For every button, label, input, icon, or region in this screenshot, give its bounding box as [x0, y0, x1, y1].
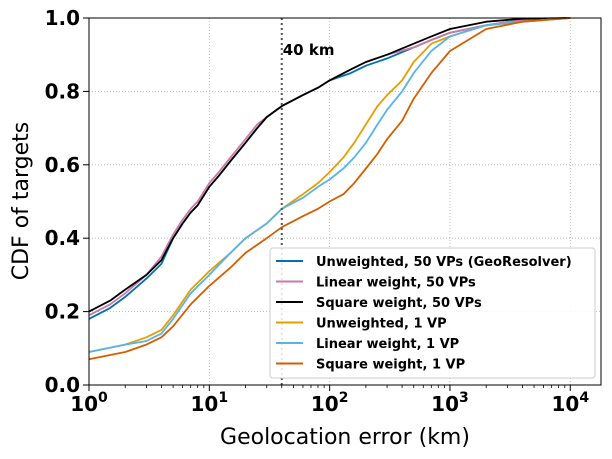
x-axis-label: Geolocation error (km) — [220, 425, 470, 450]
legend-entry-label: Unweighted, 50 VPs (GeoResolver) — [316, 255, 572, 270]
y-tick-label: 1.0 — [45, 6, 80, 30]
series-line-3 — [88, 17, 571, 313]
legend-entry-label: Unweighted, 1 VP — [316, 317, 447, 332]
y-axis-ticks: 0.0 0.2 0.4 0.6 0.8 1.0 — [45, 6, 89, 397]
x-axis-ticks: 100 101 102 103 104 — [70, 385, 589, 416]
series-lines — [88, 17, 571, 361]
legend-entry-label: Square weight, 1 VP — [316, 358, 465, 373]
x-tick-label: 101 — [191, 390, 229, 416]
x-tick-label: 104 — [551, 390, 589, 416]
legend-entry-label: Linear weight, 50 VPs — [316, 276, 476, 291]
y-tick-label: 0.4 — [45, 226, 80, 250]
x-tick-label: 102 — [311, 390, 349, 416]
legend-entry-label: Linear weight, 1 VP — [316, 337, 459, 352]
series-line-2 — [88, 17, 571, 317]
legend-entry-label: Square weight, 50 VPs — [316, 296, 482, 311]
series-line-6 — [88, 17, 571, 361]
x-tick-label: 103 — [431, 390, 469, 416]
plot-frame — [88, 17, 602, 386]
x-tick-label: 100 — [70, 390, 108, 416]
annotation-label: 40 km — [283, 41, 335, 59]
series-line-4 — [88, 17, 571, 353]
y-axis-label: CDF of targets — [9, 122, 34, 281]
y-tick-label: 0.6 — [45, 153, 80, 177]
y-tick-label: 0.8 — [45, 79, 80, 103]
legend: Unweighted, 50 VPs (GeoResolver) Linear w… — [269, 247, 596, 379]
legend-box — [269, 247, 596, 379]
y-tick-label: 0.2 — [45, 300, 80, 324]
series-line-5 — [88, 17, 571, 353]
y-tick-label: 0.0 — [45, 373, 80, 397]
